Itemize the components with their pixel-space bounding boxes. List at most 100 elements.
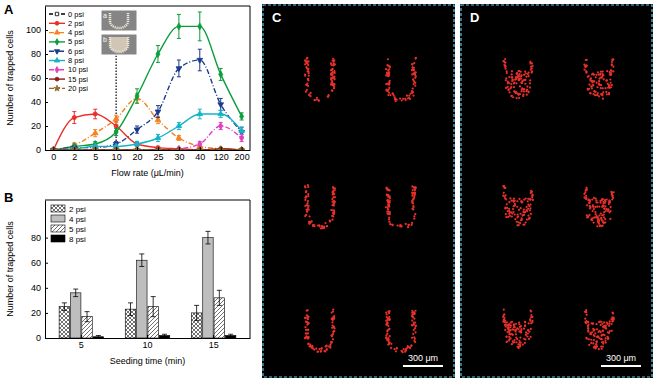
cell	[530, 213, 532, 215]
cell	[608, 325, 610, 327]
cell	[414, 331, 416, 333]
cell	[583, 64, 585, 66]
cell	[593, 208, 595, 210]
error-bar	[198, 12, 202, 41]
cell	[411, 185, 413, 187]
cell	[308, 75, 310, 77]
cell	[521, 201, 523, 203]
cell	[599, 321, 601, 323]
cell	[588, 338, 590, 340]
cell	[530, 192, 532, 194]
series	[51, 109, 243, 150]
cell	[585, 72, 587, 74]
cell	[596, 341, 598, 343]
marker	[156, 51, 160, 58]
legend-entry: 4 psi	[49, 28, 84, 37]
plot-area	[50, 12, 245, 150]
cell	[518, 224, 520, 226]
cell	[508, 213, 510, 215]
cell	[331, 81, 333, 83]
cell	[411, 191, 413, 193]
cell	[415, 324, 417, 326]
cell	[388, 218, 390, 220]
cell	[413, 336, 415, 338]
cell	[598, 321, 600, 323]
cell	[598, 95, 600, 97]
cell	[407, 226, 409, 228]
tick: 20	[31, 121, 48, 131]
cell	[605, 80, 607, 82]
cell	[608, 92, 610, 94]
tick-label: 0	[51, 152, 56, 162]
cell	[414, 189, 416, 191]
cell	[387, 72, 389, 74]
cell	[531, 193, 533, 195]
cell	[507, 327, 509, 329]
cell	[608, 93, 610, 95]
cell	[602, 334, 604, 336]
cell	[599, 225, 601, 227]
cell	[612, 320, 614, 322]
cell	[611, 84, 613, 86]
tick-mark	[74, 147, 75, 150]
series	[51, 122, 243, 150]
cell	[331, 74, 333, 76]
error-bar	[128, 303, 133, 316]
cell	[596, 225, 598, 227]
cell	[332, 215, 334, 217]
cell	[516, 216, 518, 218]
cell	[531, 72, 533, 74]
cell	[394, 98, 396, 100]
tick-label: 5	[79, 340, 84, 350]
cell	[411, 314, 413, 316]
cell	[597, 219, 599, 221]
cell	[414, 310, 416, 312]
cell	[333, 200, 335, 202]
cell	[505, 65, 507, 67]
cell	[590, 342, 592, 344]
cell	[522, 79, 524, 81]
cell	[512, 208, 514, 210]
cell	[412, 198, 414, 200]
series	[51, 147, 243, 150]
cell	[606, 93, 608, 95]
cell	[611, 58, 613, 60]
cell	[515, 82, 517, 84]
cell	[520, 90, 522, 92]
legend: 2 psi4 psi5 psi8 psi	[51, 205, 86, 244]
cell	[521, 201, 523, 203]
panel-label: B	[4, 190, 13, 205]
series-line	[53, 60, 241, 150]
cell	[415, 187, 417, 189]
figure: ab020406080100Number of trapped cells025…	[0, 0, 661, 382]
cell	[402, 98, 404, 100]
tick-mark	[147, 335, 148, 338]
cell	[518, 79, 520, 81]
cell	[513, 82, 515, 84]
cell	[600, 202, 602, 204]
cell	[522, 94, 524, 96]
cell	[508, 336, 510, 338]
cell	[505, 336, 507, 338]
cell	[598, 80, 600, 82]
cell	[308, 223, 310, 225]
cell	[523, 74, 525, 76]
cell	[594, 345, 596, 347]
cell	[597, 221, 599, 223]
cell	[304, 205, 306, 207]
legend-label: 4 psi	[69, 215, 86, 224]
cell	[596, 328, 598, 330]
cell	[331, 68, 333, 70]
error-bar	[217, 290, 222, 305]
cell	[585, 337, 587, 339]
cell	[513, 86, 515, 88]
cell	[600, 212, 602, 214]
cell	[612, 312, 614, 314]
cell	[333, 85, 335, 87]
cell	[594, 91, 596, 93]
legend-label: 0 psi	[68, 10, 84, 19]
cell	[511, 200, 513, 202]
cell	[523, 88, 525, 90]
cell	[314, 99, 316, 101]
cell	[412, 333, 414, 335]
